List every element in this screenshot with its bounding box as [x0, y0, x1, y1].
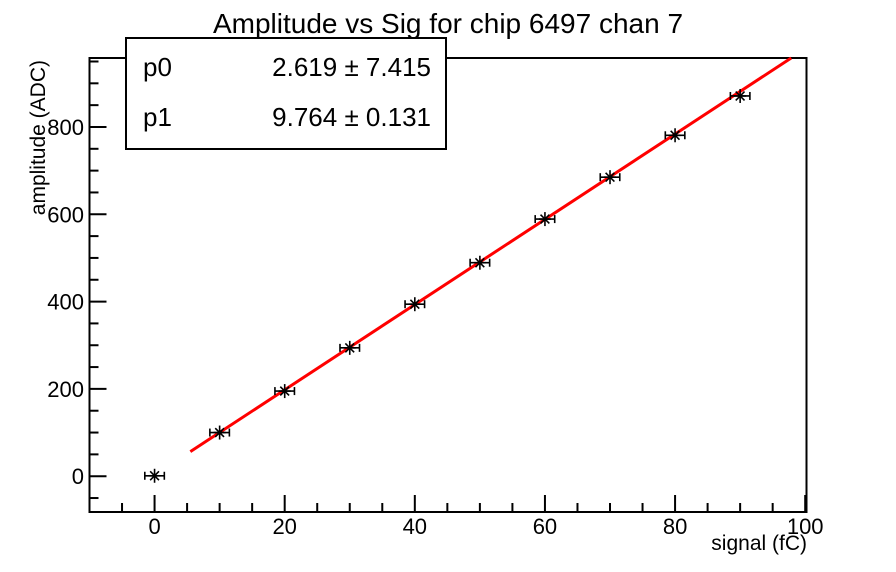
- fit-line: [189, 56, 793, 453]
- stats-param-value: 2.619 ± 7.415: [272, 52, 431, 83]
- data-point: [339, 340, 361, 355]
- fit-stats-box: p0 2.619 ± 7.415 p1 9.764 ± 0.131: [125, 37, 447, 150]
- y-tick-label: 200: [47, 377, 84, 402]
- stats-param-value: 9.764 ± 0.131: [272, 101, 431, 132]
- stats-param-name: p1: [143, 101, 172, 132]
- data-point: [469, 255, 491, 270]
- data-point: [534, 212, 556, 227]
- y-tick-label: 400: [47, 290, 84, 315]
- marker-arm-diag2: [409, 299, 420, 310]
- x-tick-label: 40: [403, 514, 427, 539]
- y-tick-label: 800: [47, 115, 84, 140]
- data-point: [144, 468, 166, 483]
- axes-layer: 0 20 40 60 80 100 0 200 400 600 800: [47, 57, 824, 539]
- marker-arm-diag2: [474, 257, 485, 268]
- marker-arm-diag2: [605, 172, 615, 183]
- x-tick-label: 100: [787, 514, 824, 539]
- data-point: [729, 88, 751, 103]
- stats-row-p0: p0 2.619 ± 7.415: [143, 52, 431, 83]
- data-point: [599, 170, 621, 185]
- marker-arm-diag2: [279, 386, 290, 397]
- chart-title: Amplitude vs Sig for chip 6497 chan 7: [212, 8, 684, 39]
- marker-arm-diag2: [149, 470, 160, 481]
- marker-arm-diag2: [539, 214, 550, 225]
- y-axis-title: amplitude (ADC): [27, 60, 50, 215]
- data-point: [274, 384, 296, 399]
- data-point: [664, 128, 686, 143]
- stats-row-p1: p1 9.764 ± 0.131: [143, 102, 431, 133]
- y-tick-label: 600: [47, 202, 84, 227]
- x-tick-label: 60: [533, 514, 557, 539]
- marker-arm-diag2: [735, 91, 746, 101]
- marker-arm-diag2: [344, 342, 355, 353]
- x-axis-title: signal (fC): [711, 532, 807, 555]
- marker-arm-diag2: [670, 130, 681, 141]
- data-point: [404, 297, 426, 312]
- x-tick-label: 20: [272, 514, 296, 539]
- data-point: [209, 425, 231, 440]
- x-tick-label: 80: [663, 514, 687, 539]
- x-tick-label: 0: [148, 514, 160, 539]
- stats-param-name: p0: [143, 52, 172, 83]
- marker-arm-diag2: [214, 427, 225, 438]
- y-tick-label: 0: [72, 464, 84, 489]
- series-layer: [144, 56, 793, 483]
